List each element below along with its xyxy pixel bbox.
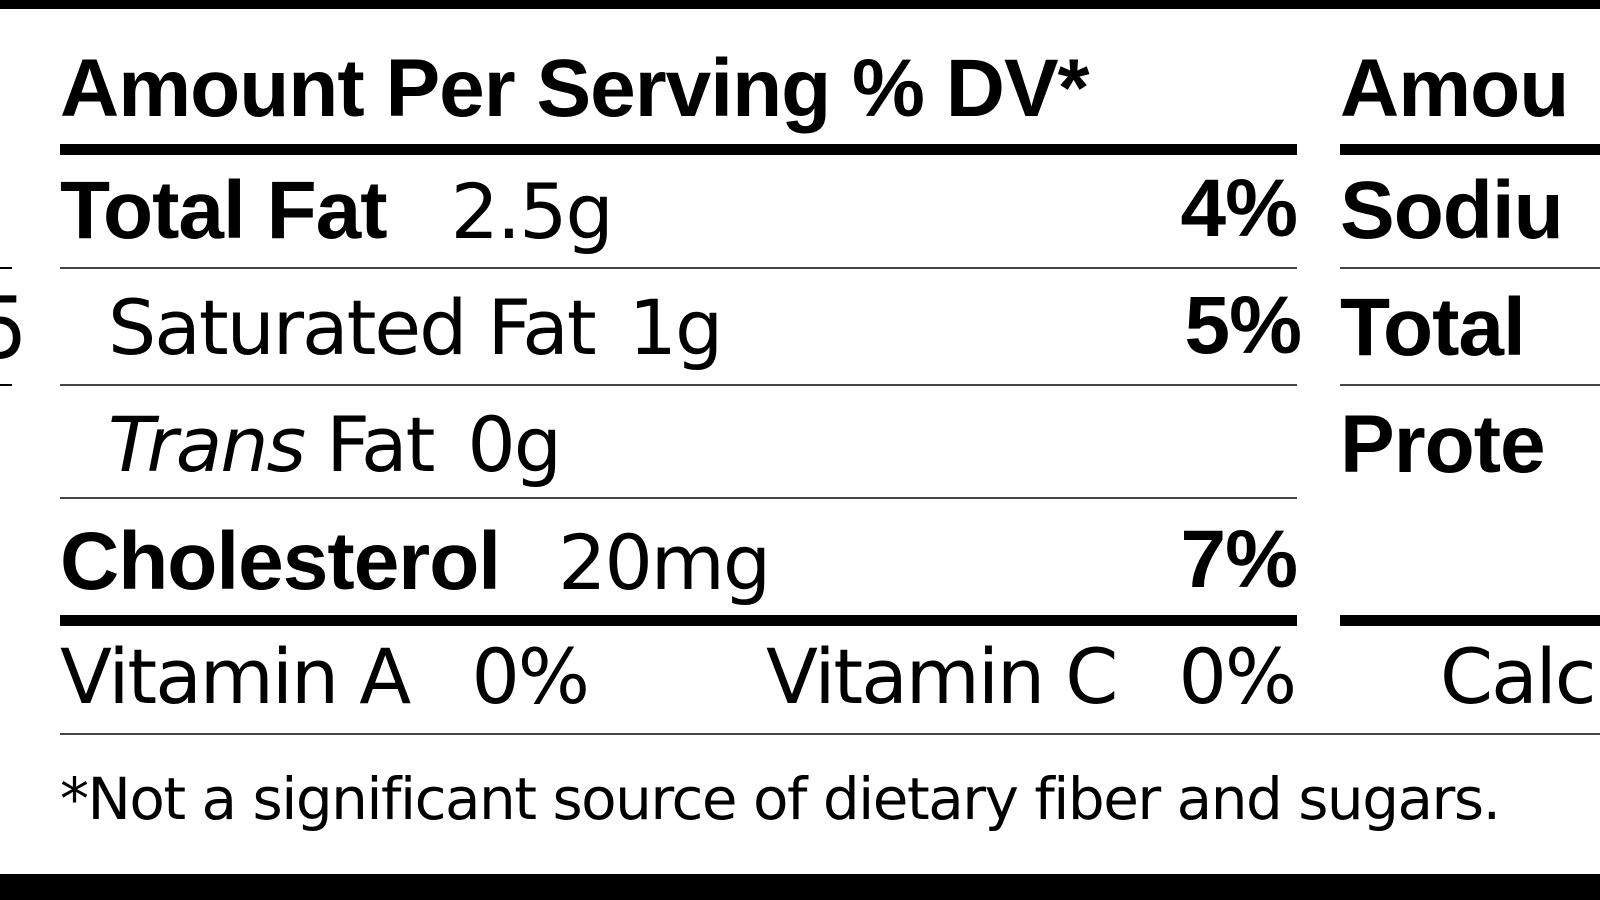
row-divider xyxy=(60,267,1297,269)
nutrient-row-protein: Prote xyxy=(1340,398,1546,490)
vitamin-name: Vitamin C xyxy=(766,632,1118,721)
vitamin-value: 0% xyxy=(1178,632,1298,721)
left-edge-rule xyxy=(0,384,12,386)
left-edge-fragment: 5 xyxy=(0,286,27,372)
left-edge-rule xyxy=(0,267,12,269)
nutrient-amount: 1g xyxy=(628,283,724,372)
row-divider xyxy=(1340,267,1600,269)
header-rule xyxy=(1340,144,1600,155)
nutrient-name: Saturated Fat xyxy=(108,283,597,372)
vitamin-name: Vitamin A xyxy=(60,632,411,721)
top-border xyxy=(0,0,1600,9)
mineral-calcium: Calc xyxy=(1440,632,1597,721)
bottom-border xyxy=(0,874,1600,900)
amount-per-serving-header-partial: Amou xyxy=(1340,43,1569,134)
nutrient-name: Cholesterol xyxy=(60,516,501,607)
nutrient-name: Total xyxy=(1340,282,1526,373)
nutrient-name: Fat xyxy=(304,400,435,489)
vitamin-divider xyxy=(60,733,1600,735)
nutrient-row-sodium: Sodiu xyxy=(1340,164,1564,256)
nutrient-row-cholesterol: Cholesterol 20mg xyxy=(60,515,771,607)
amount-per-serving-header: Amount Per Serving % DV* xyxy=(60,43,1090,134)
row-divider xyxy=(60,497,1297,499)
section-rule xyxy=(1340,615,1600,626)
nutrient-name-italic: Trans xyxy=(108,400,306,489)
daily-value: 4% xyxy=(1180,163,1298,254)
daily-value: 7% xyxy=(1180,514,1298,605)
row-divider xyxy=(60,384,1297,386)
vitamin-c: Vitamin C 0% xyxy=(766,632,1298,722)
nutrient-row-trans-fat: Trans Fat 0g xyxy=(108,400,562,490)
nutrient-name: Total Fat xyxy=(60,165,388,256)
nutrient-name: Sodiu xyxy=(1340,165,1564,256)
nutrient-row-total-fat: Total Fat 2.5g xyxy=(60,164,614,256)
nutrient-amount: 0g xyxy=(467,400,562,489)
nutrient-amount: 20mg xyxy=(558,518,771,607)
nutrient-name: Prote xyxy=(1340,399,1546,490)
header-rule xyxy=(60,144,1297,155)
row-divider xyxy=(1340,384,1600,386)
nutrient-row-total-carbohydrate: Total xyxy=(1340,281,1526,373)
vitamin-a: Vitamin A 0% xyxy=(60,632,590,722)
vitamin-value: 0% xyxy=(471,632,590,721)
right-panel: Amou Sodiu Total Prote Calc xyxy=(1340,0,1600,900)
nutrient-amount: 2.5g xyxy=(450,167,614,256)
section-rule xyxy=(60,615,1297,626)
left-panel: Amount Per Serving % DV* Total Fat 2.5g … xyxy=(60,0,1600,900)
footnote: *Not a significant source of dietary fib… xyxy=(60,765,1501,833)
daily-value: 5% xyxy=(1184,280,1302,371)
nutrient-row-saturated-fat: Saturated Fat 1g xyxy=(108,283,724,373)
